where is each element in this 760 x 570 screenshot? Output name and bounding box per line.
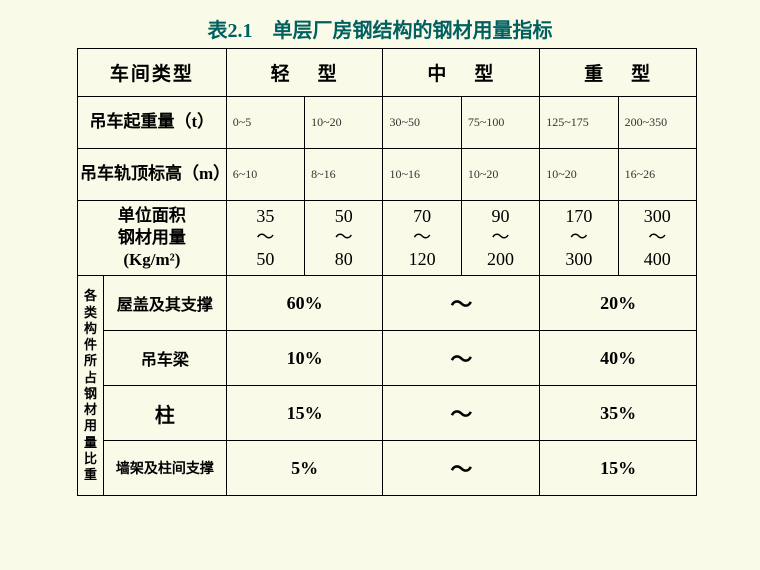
rh-0: 6~10 xyxy=(226,149,304,201)
ratio-left-1: 10% xyxy=(226,331,383,386)
cc-2: 30~50 xyxy=(383,97,461,149)
ratio-mid-3: ～ xyxy=(383,441,540,496)
ratio-row-0: 各类构件所占钢材用量比重 屋盖及其支撑 60% ～ 20% xyxy=(78,276,697,331)
cc-4: 125~175 xyxy=(540,97,618,149)
table-container: 车间类型 轻型 中型 重型 吊车起重量（t） 0~5 10~20 30~50 7… xyxy=(77,48,697,496)
rh-5: 16~26 xyxy=(618,149,696,201)
rail-height-row: 吊车轨顶标高（m） 6~10 8~16 10~16 10~20 10~20 16… xyxy=(78,149,697,201)
ratio-label-0: 屋盖及其支撑 xyxy=(104,276,227,331)
ratio-left-0: 60% xyxy=(226,276,383,331)
ratio-left-3: 5% xyxy=(226,441,383,496)
ratio-row-2: 柱 15% ～ 35% xyxy=(78,386,697,441)
ratio-right-2: 35% xyxy=(540,386,697,441)
ratio-mid-0: ～ xyxy=(383,276,540,331)
crane-capacity-row: 吊车起重量（t） 0~5 10~20 30~50 75~100 125~175 … xyxy=(78,97,697,149)
su-2: 70 ～ 120 xyxy=(383,201,461,276)
ratio-right-3: 15% xyxy=(540,441,697,496)
ratio-row-1: 吊车梁 10% ～ 40% xyxy=(78,331,697,386)
ratio-left-2: 15% xyxy=(226,386,383,441)
su-4: 170 ～ 300 xyxy=(540,201,618,276)
hdr-light: 轻型 xyxy=(226,49,383,97)
ratio-row-3: 墙架及柱间支撑 5% ～ 15% xyxy=(78,441,697,496)
ratio-label-2: 柱 xyxy=(104,386,227,441)
crane-capacity-label: 吊车起重量（t） xyxy=(78,97,227,149)
cc-3: 75~100 xyxy=(461,97,539,149)
su-1: 50 ～ 80 xyxy=(305,201,383,276)
cc-1: 10~20 xyxy=(305,97,383,149)
cc-0: 0~5 xyxy=(226,97,304,149)
rh-1: 8~16 xyxy=(305,149,383,201)
rail-height-label: 吊车轨顶标高（m） xyxy=(78,149,227,201)
rh-3: 10~20 xyxy=(461,149,539,201)
ratio-label-1: 吊车梁 xyxy=(104,331,227,386)
ratio-mid-2: ～ xyxy=(383,386,540,441)
steel-usage-label: 单位面积 钢材用量 (Kg/m²) xyxy=(78,201,227,276)
su-3: 90 ～ 200 xyxy=(461,201,539,276)
ratio-mid-1: ～ xyxy=(383,331,540,386)
rh-4: 10~20 xyxy=(540,149,618,201)
su-5: 300 ～ 400 xyxy=(618,201,696,276)
hdr-mid: 中型 xyxy=(383,49,540,97)
rh-2: 10~16 xyxy=(383,149,461,201)
hdr-type: 车间类型 xyxy=(78,49,227,97)
su-0: 35 ～ 50 xyxy=(226,201,304,276)
cc-5: 200~350 xyxy=(618,97,696,149)
ratio-right-0: 20% xyxy=(540,276,697,331)
hdr-heavy: 重型 xyxy=(540,49,697,97)
steel-usage-table: 车间类型 轻型 中型 重型 吊车起重量（t） 0~5 10~20 30~50 7… xyxy=(77,48,697,496)
ratio-right-1: 40% xyxy=(540,331,697,386)
table-title: 表2.1 单层厂房钢结构的钢材用量指标 xyxy=(0,0,760,51)
ratio-group-label: 各类构件所占钢材用量比重 xyxy=(78,276,104,496)
ratio-label-3: 墙架及柱间支撑 xyxy=(104,441,227,496)
header-row: 车间类型 轻型 中型 重型 xyxy=(78,49,697,97)
steel-usage-row: 单位面积 钢材用量 (Kg/m²) 35 ～ 50 50 ～ 80 70 ～ 1… xyxy=(78,201,697,276)
